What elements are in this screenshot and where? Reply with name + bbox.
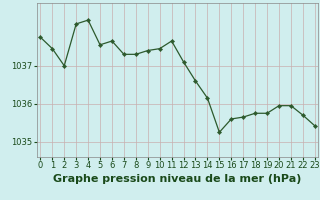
- X-axis label: Graphe pression niveau de la mer (hPa): Graphe pression niveau de la mer (hPa): [53, 174, 302, 184]
